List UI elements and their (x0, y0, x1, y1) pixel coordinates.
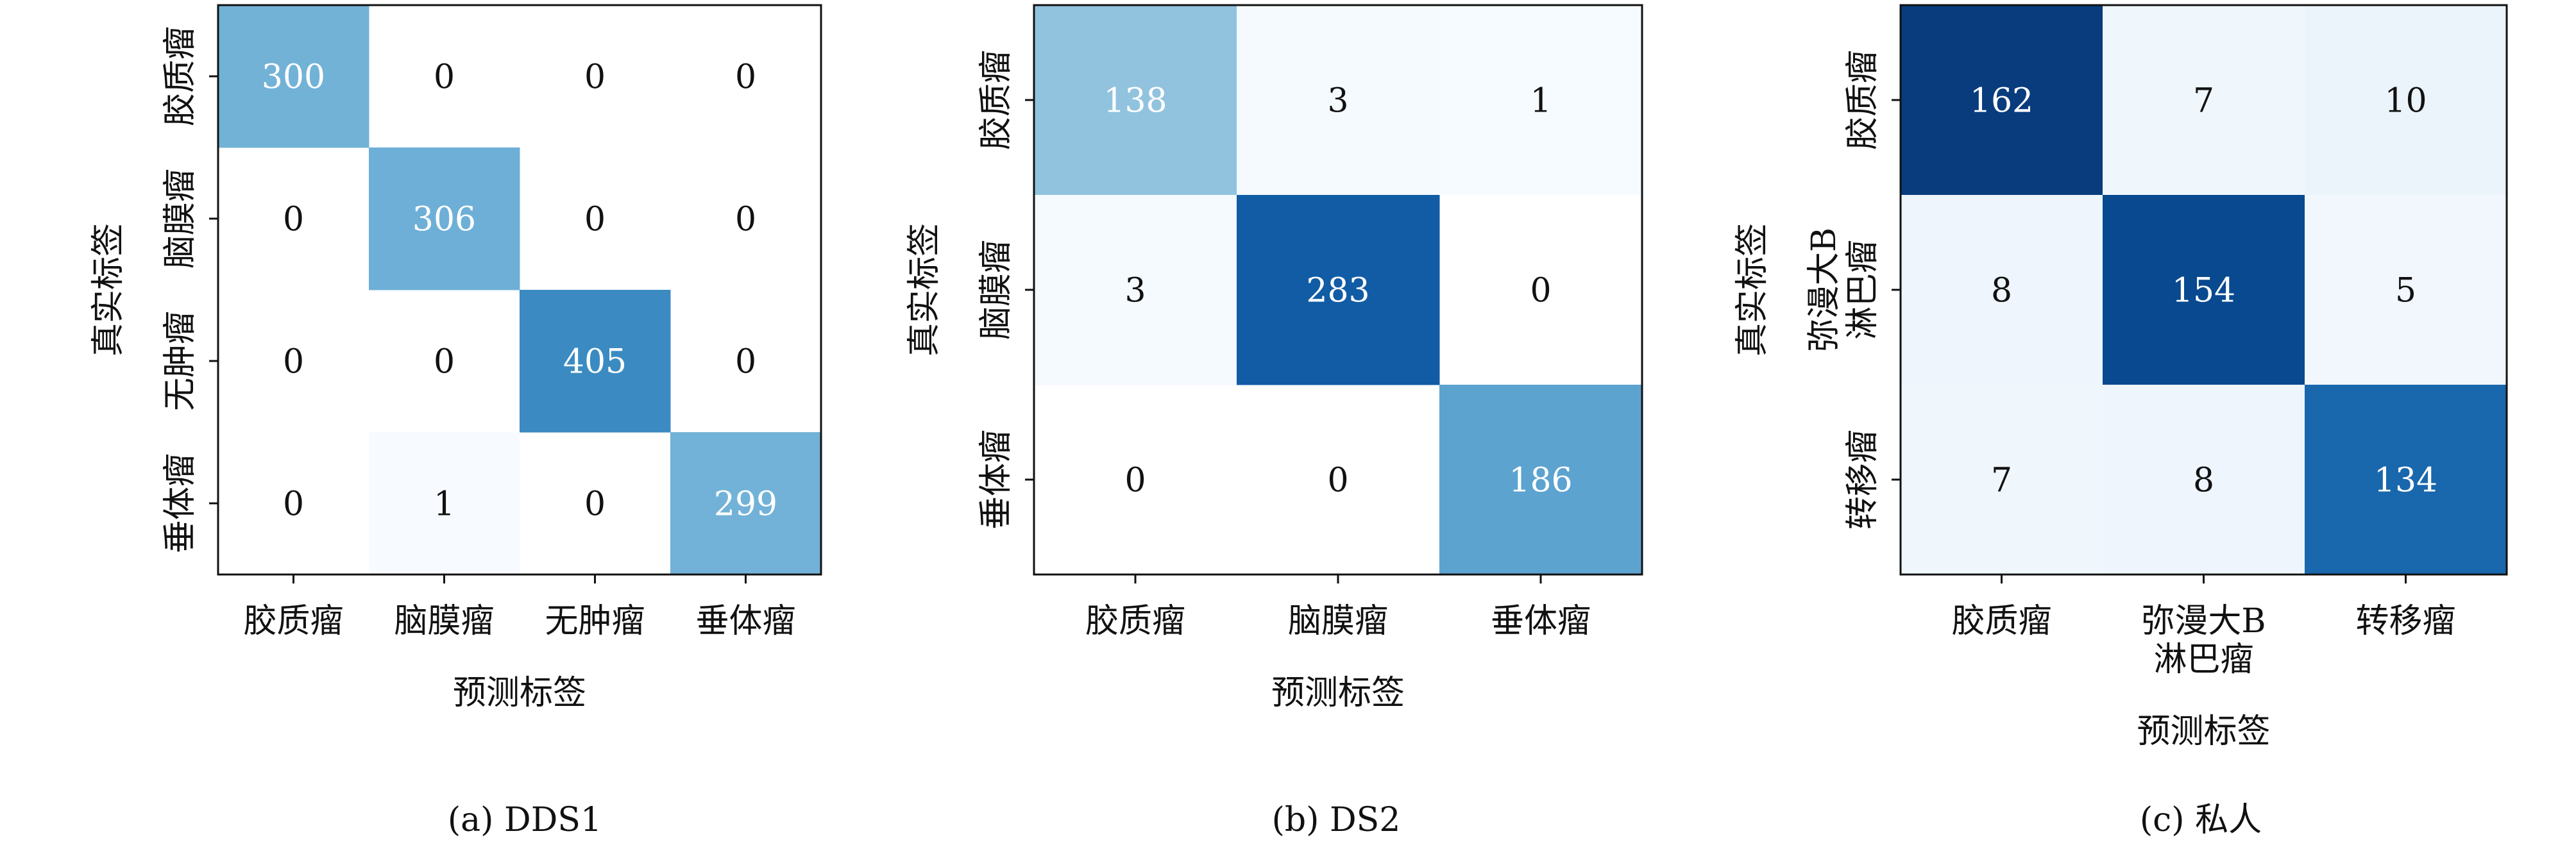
heatmap-cell (1439, 5, 1643, 196)
cell-value-label: 0 (735, 58, 756, 97)
cell-value-label: 0 (283, 343, 304, 382)
y-tick-label: 无肿瘤 (161, 311, 199, 411)
cell-value-label: 0 (735, 343, 756, 382)
y-tick-label: 垂体瘤 (977, 430, 1015, 530)
cell-value-label: 283 (1306, 272, 1369, 310)
y-tick-label: 弥漫大B淋巴瘤 (1805, 228, 1882, 352)
cell-value-label: 186 (1509, 462, 1572, 500)
y-tick-label: 胶质瘤 (161, 26, 199, 126)
cell-value-label: 405 (563, 343, 627, 382)
cell-value-label: 0 (434, 58, 455, 97)
y-axis-label: 真实标签 (905, 223, 944, 356)
heatmap-cell (1901, 195, 2103, 385)
heatmap-cell (1439, 385, 1643, 575)
y-tick-label: 脑膜瘤 (161, 169, 199, 269)
cell-value-label: 0 (584, 201, 606, 239)
x-tick-label: 脑膜瘤 (1288, 602, 1388, 641)
heatmap-cell (2305, 385, 2507, 575)
subfigure-caption: (b) DS2 (1272, 801, 1401, 839)
subfigure-caption: (a) DDS1 (448, 801, 602, 839)
cell-value-label: 0 (1530, 272, 1551, 310)
y-axis-label: 真实标签 (1733, 223, 1772, 356)
heatmap-cell (1901, 385, 2103, 575)
cell-value-label: 8 (1991, 272, 2012, 310)
y-tick-label: 胶质瘤 (977, 50, 1015, 150)
cell-value-label: 0 (584, 485, 606, 524)
x-tick-label: 垂体瘤 (1491, 602, 1591, 641)
plot-frame (217, 4, 822, 576)
x-tick-label: 脑膜瘤 (394, 602, 494, 641)
x-tick-label: 垂体瘤 (695, 602, 795, 641)
cell-value-label: 299 (714, 485, 777, 524)
subfigure-caption: (c) 私人 (2140, 801, 2262, 839)
cell-value-label: 0 (1124, 462, 1146, 500)
heatmap-cell (369, 432, 520, 575)
heatmap-cell (1237, 5, 1440, 196)
heatmap-cell (1034, 195, 1237, 385)
cell-value-label: 0 (1327, 462, 1348, 500)
y-tick-label: 胶质瘤 (1843, 50, 1882, 150)
cell-value-label: 0 (283, 201, 304, 239)
cell-value-label: 8 (2193, 462, 2214, 500)
heatmap-cell (369, 147, 520, 290)
x-axis-label: 预测标签 (2137, 712, 2270, 751)
cell-value-label: 162 (1970, 82, 2033, 121)
heatmap-cell (520, 290, 671, 433)
cell-value-label: 1 (434, 485, 455, 524)
cell-value-label: 7 (2193, 82, 2214, 121)
cell-value-label: 3 (1124, 272, 1146, 310)
x-tick-label: 转移瘤 (2355, 602, 2455, 641)
heatmap-cell (1901, 5, 2103, 196)
heatmap-cell (2103, 5, 2305, 196)
cell-value-label: 154 (2172, 272, 2235, 310)
heatmap-cell (1237, 195, 1440, 385)
x-tick-label: 胶质瘤 (243, 602, 343, 641)
y-tick-label: 转移瘤 (1843, 430, 1882, 530)
x-axis-label: 预测标签 (453, 674, 586, 712)
heatmap-cell (670, 432, 822, 575)
cell-value-label: 0 (735, 201, 756, 239)
x-tick-label: 弥漫大B 淋巴瘤 (2141, 602, 2266, 679)
cell-value-label: 138 (1103, 82, 1167, 121)
cell-value-label: 0 (283, 485, 304, 524)
cell-value-label: 0 (584, 58, 606, 97)
heatmap-cell (1034, 5, 1237, 196)
heatmap-cell (2305, 5, 2507, 196)
x-tick-label: 胶质瘤 (1085, 602, 1185, 641)
x-tick-label: 无肿瘤 (545, 602, 645, 641)
y-tick-label: 垂体瘤 (161, 453, 199, 553)
heatmap-cell (2103, 385, 2305, 575)
cell-value-label: 134 (2374, 462, 2437, 500)
cell-value-label: 10 (2384, 82, 2427, 121)
cell-value-label: 3 (1327, 82, 1348, 121)
cell-value-label: 7 (1991, 462, 2012, 500)
cell-value-label: 306 (412, 201, 476, 239)
heatmap-cell (218, 5, 369, 148)
x-axis-label: 预测标签 (1271, 674, 1405, 712)
cell-value-label: 5 (2395, 272, 2416, 310)
y-tick-label: 脑膜瘤 (977, 240, 1015, 340)
cell-value-label: 300 (262, 58, 325, 97)
cell-value-label: 1 (1530, 82, 1551, 121)
y-axis-label: 真实标签 (89, 223, 128, 356)
heatmap-cell (2103, 195, 2305, 385)
cell-value-label: 0 (434, 343, 455, 382)
x-tick-label: 胶质瘤 (1951, 602, 2051, 641)
heatmap-cell (2305, 195, 2507, 385)
